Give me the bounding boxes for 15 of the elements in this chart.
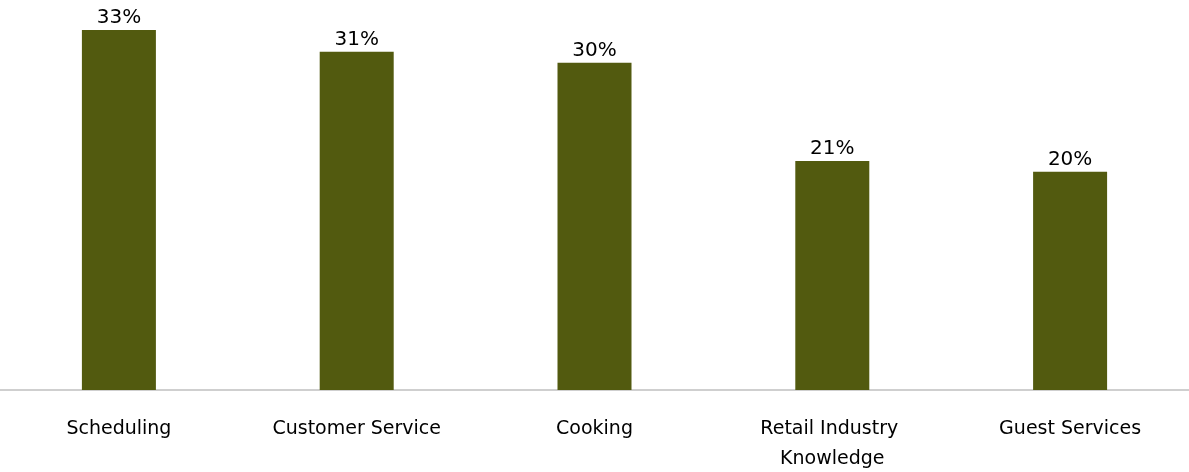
data-label: 21% xyxy=(810,134,855,159)
x-tick-label: Retail Industry Knowledge xyxy=(760,416,905,468)
bar xyxy=(1033,171,1108,390)
data-label: 30% xyxy=(572,36,617,61)
x-tick-label: Cooking xyxy=(556,416,633,438)
data-label: 31% xyxy=(334,25,379,50)
x-tick-label: Guest Services xyxy=(999,416,1142,438)
data-label: 20% xyxy=(1047,145,1093,170)
bar xyxy=(795,160,870,390)
x-tick-label: Scheduling xyxy=(66,416,172,438)
bar xyxy=(319,51,394,390)
data-label: 33% xyxy=(96,4,142,28)
bar xyxy=(81,30,156,390)
x-tick-label: Customer Service xyxy=(272,416,441,438)
bar xyxy=(557,62,632,390)
